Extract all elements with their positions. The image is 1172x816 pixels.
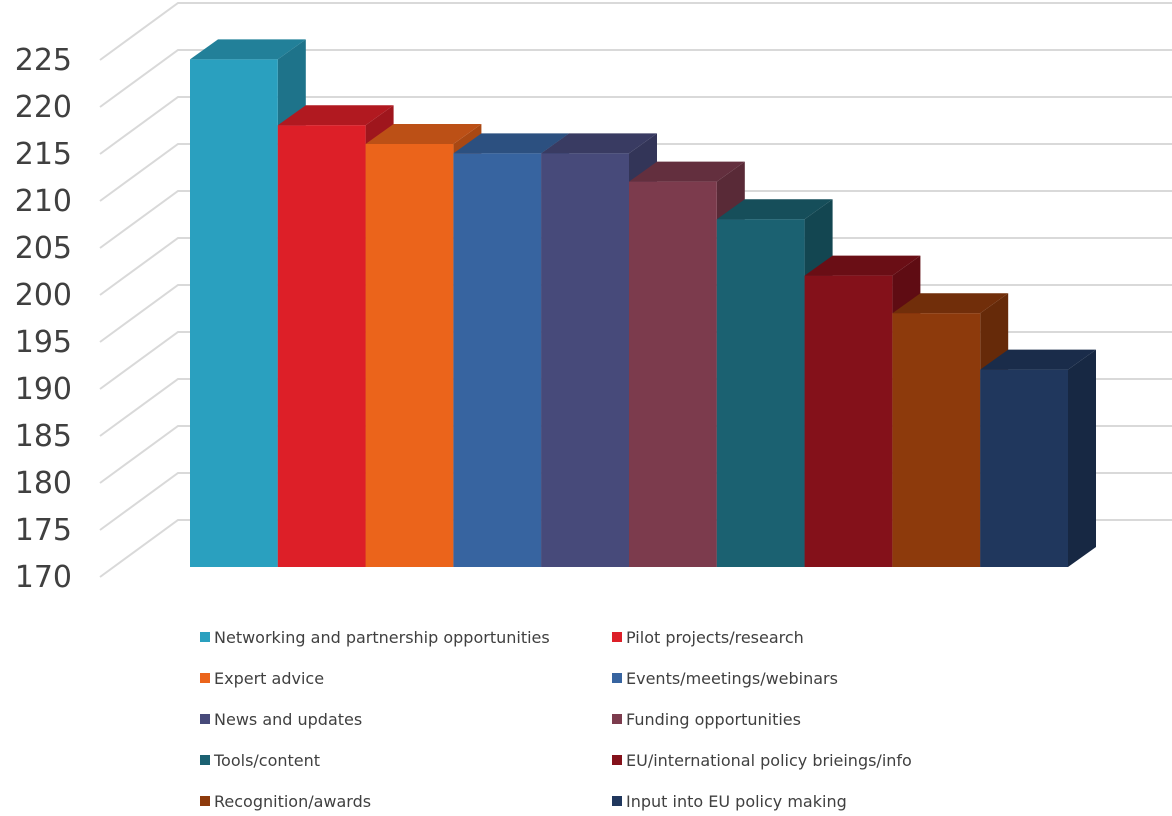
legend-item: Input into EU policy making	[612, 786, 847, 816]
legend-label: Input into EU policy making	[626, 791, 847, 811]
legend-swatch	[612, 673, 622, 683]
y-tick-label: 180	[15, 466, 72, 501]
legend-swatch	[200, 755, 210, 765]
bar-front-face	[804, 275, 893, 567]
bar-top-face	[453, 133, 570, 154]
bar-front-face	[365, 144, 454, 567]
bar-top-face	[980, 349, 1096, 370]
bar-side-face	[1068, 349, 1096, 567]
legend-label: Events/meetings/webinars	[626, 668, 838, 688]
legend-item: Pilot projects/research	[612, 622, 804, 652]
gridline	[99, 49, 1172, 108]
legend-swatch	[612, 796, 622, 806]
legend-swatch	[200, 714, 210, 724]
legend-item: Funding opportunities	[612, 704, 801, 734]
legend-item: Expert advice	[200, 663, 324, 693]
gridline	[99, 190, 1172, 249]
y-tick-label: 205	[15, 231, 72, 266]
legend-swatch	[200, 632, 210, 642]
legend-item: Networking and partnership opportunities	[200, 622, 550, 652]
bar-front-face	[453, 153, 542, 567]
bar-chart-3d: 170 175 180 185 190 195 200 205 210 215 220 225	[15, 2, 1172, 595]
legend-item: EU/international policy brieings/info	[612, 745, 912, 775]
bar-top-face	[892, 293, 1009, 314]
y-tick-label: 225	[15, 43, 72, 78]
bar-top-face	[716, 199, 833, 220]
legend-swatch	[200, 796, 210, 806]
bar-top-face	[190, 39, 306, 60]
legend-swatch	[612, 714, 622, 724]
bar-top-face	[541, 133, 657, 154]
legend-label: Funding opportunities	[626, 709, 801, 729]
bar	[980, 349, 1096, 567]
y-tick-label: 210	[15, 184, 72, 219]
gridline	[99, 2, 1172, 61]
legend-label: EU/international policy brieings/info	[626, 750, 912, 770]
legend-swatch	[612, 755, 622, 765]
legend-item: News and updates	[200, 704, 362, 734]
legend-label: Networking and partnership opportunities	[214, 627, 550, 647]
legend-label: Pilot projects/research	[626, 627, 804, 647]
bar-front-face	[980, 369, 1068, 567]
legend-item: Events/meetings/webinars	[612, 663, 838, 693]
bar-top-face	[277, 105, 394, 126]
bar-front-face	[629, 181, 717, 567]
gridline	[99, 237, 1172, 296]
bar-front-face	[541, 153, 629, 567]
y-tick-label: 215	[15, 137, 72, 172]
gridline	[99, 96, 1172, 155]
legend-swatch	[612, 632, 622, 642]
bars	[190, 39, 1096, 568]
y-tick-label: 220	[15, 90, 72, 125]
bar-front-face	[190, 59, 278, 568]
y-tick-label: 185	[15, 419, 72, 454]
gridline	[99, 143, 1172, 202]
bar-top-face	[804, 255, 921, 276]
legend-item: Tools/content	[200, 745, 320, 775]
legend-item: Recognition/awards	[200, 786, 371, 816]
bar-front-face	[277, 125, 366, 567]
y-tick-label: 200	[15, 278, 72, 313]
legend-label: Expert advice	[214, 668, 325, 688]
y-tick-label: 195	[15, 325, 72, 360]
y-tick-label: 170	[15, 560, 72, 595]
bar-front-face	[716, 219, 805, 567]
bar-top-face	[629, 161, 745, 182]
gridlines	[99, 2, 1172, 578]
legend-label: News and updates	[214, 709, 363, 729]
y-tick-label: 190	[15, 372, 72, 407]
bar-front-face	[892, 313, 981, 567]
legend-swatch	[200, 673, 210, 683]
bar-top-face	[365, 124, 482, 144]
y-tick-label: 175	[15, 513, 72, 548]
y-axis-ticks: 170 175 180 185 190 195 200 205 210 215 220 225	[15, 43, 72, 595]
legend-label: Recognition/awards	[214, 791, 372, 811]
legend-label: Tools/content	[214, 750, 321, 770]
